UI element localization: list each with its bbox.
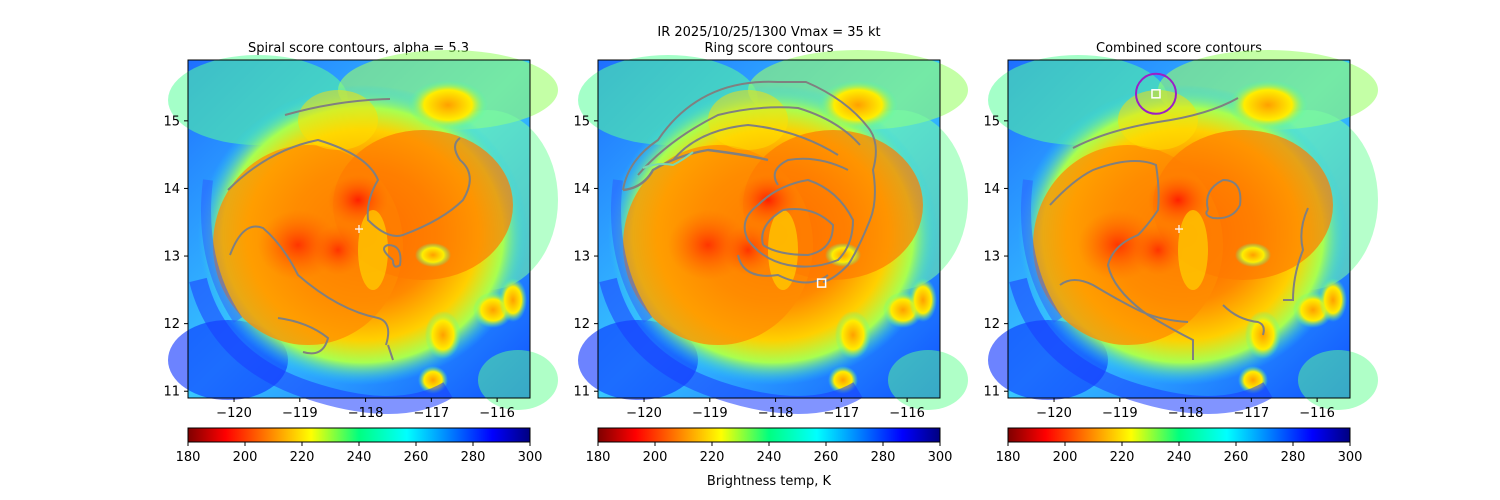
contour-line [1283, 207, 1309, 301]
y-tick-label: 11 [983, 385, 1000, 400]
colorbar-tick-label: 200 [233, 450, 258, 465]
panel-ring: Ring score contours −120 −119 −118 −117 −116… [573, 41, 968, 489]
contour-line [737, 254, 829, 284]
contour-line [1222, 304, 1265, 336]
colorbar-tick-label: 280 [871, 450, 896, 465]
contour-line [1072, 97, 1239, 149]
x-tick-label: −119 [1102, 406, 1138, 421]
max-score-square-marker [816, 278, 827, 288]
y-tick-label: 15 [163, 114, 180, 129]
x-tick-label: −120 [216, 406, 252, 421]
y-tick-label: 14 [163, 182, 180, 197]
y-tick-label: 12 [573, 317, 590, 332]
colorbar-label: Brightness temp, K [707, 474, 832, 489]
x-tick-label: −118 [348, 406, 384, 421]
colorbar [1007, 427, 1351, 443]
colorbar [187, 427, 531, 443]
colorbar-tick-label: 300 [928, 450, 953, 465]
y-tick-label: 14 [573, 182, 590, 197]
colorbar-tick-label: 300 [1338, 450, 1363, 465]
contour-line [284, 98, 391, 116]
colorbar-tick-label: 240 [347, 450, 372, 465]
colorbar-tick-label: 180 [996, 450, 1021, 465]
colorbar-tick-label: 280 [1281, 450, 1306, 465]
contour-line [773, 157, 849, 186]
contour-line [1205, 178, 1242, 220]
contour-line [383, 243, 402, 268]
x-tick-label: −116 [479, 406, 515, 421]
colorbar-tick-label: 260 [404, 450, 429, 465]
y-tick-label: 12 [983, 317, 1000, 332]
x-tick-label: −119 [692, 406, 728, 421]
x-tick-label: −116 [1299, 406, 1335, 421]
contour-line [637, 106, 861, 176]
colorbar-tick-label: 180 [586, 450, 611, 465]
colorbar-tick-label: 220 [290, 450, 315, 465]
colorbar-tick-label: 260 [814, 450, 839, 465]
center-plus-marker [355, 225, 363, 233]
axes-frame [597, 59, 941, 399]
colorbar [597, 427, 941, 443]
axes-frame [1007, 59, 1351, 399]
y-tick-label: 11 [573, 385, 590, 400]
x-tick-label: −117 [413, 406, 449, 421]
contour-line [672, 123, 839, 161]
axes-frame [187, 59, 531, 399]
contour-lines [622, 80, 877, 284]
panel-combined: Combined score contours −120 −119 −118 −117… [983, 41, 1378, 465]
panel-title: Combined score contours [1096, 41, 1262, 56]
contour-line [277, 317, 330, 355]
contour-line [622, 80, 877, 283]
x-tick-label: −117 [823, 406, 859, 421]
contour-line [761, 208, 835, 257]
contour-line [622, 148, 769, 192]
contour-line [387, 344, 394, 361]
panel-title: Ring score contours [704, 41, 833, 56]
y-tick-label: 15 [573, 114, 590, 129]
y-tick-label: 12 [163, 317, 180, 332]
x-tick-label: −120 [1036, 406, 1072, 421]
colorbar-tick-label: 240 [1167, 450, 1192, 465]
contour-line [1059, 279, 1189, 323]
y-tick-label: 13 [573, 250, 590, 265]
colorbar-tick-label: 180 [176, 450, 201, 465]
y-tick-label: 14 [983, 182, 1000, 197]
figure-suptitle: IR 2025/10/25/1300 Vmax = 35 kt [657, 25, 880, 40]
contour-line [229, 225, 390, 346]
satellite-image [168, 50, 558, 410]
x-tick-label: −116 [889, 406, 925, 421]
satellite-image [578, 50, 968, 410]
x-tick-label: −118 [1168, 406, 1204, 421]
contour-line [227, 137, 471, 237]
y-tick-label: 15 [983, 114, 1000, 129]
satellite-image [988, 50, 1378, 410]
y-tick-label: 11 [163, 385, 180, 400]
contour-lines [1049, 97, 1309, 360]
x-tick-label: −120 [626, 406, 662, 421]
colorbar-tick-label: 300 [518, 450, 543, 465]
contour-lines [227, 98, 471, 361]
center-plus-marker [1175, 225, 1183, 233]
y-tick-label: 13 [983, 250, 1000, 265]
colorbar-tick-label: 220 [700, 450, 725, 465]
contour-line [743, 178, 855, 268]
x-tick-label: −119 [282, 406, 318, 421]
y-tick-label: 13 [163, 250, 180, 265]
colorbar-tick-label: 260 [1224, 450, 1249, 465]
x-tick-label: −118 [758, 406, 794, 421]
max-score-circle [1134, 72, 1177, 115]
x-tick-label: −117 [1233, 406, 1269, 421]
panel-spiral: Spiral score contours, alpha = 5.3 −120−… [163, 41, 558, 465]
colorbar-tick-label: 200 [643, 450, 668, 465]
colorbar-tick-label: 220 [1110, 450, 1135, 465]
colorbar-tick-label: 200 [1053, 450, 1078, 465]
colorbar-tick-label: 240 [757, 450, 782, 465]
contour-line [642, 151, 694, 169]
max-score-square-marker [1151, 89, 1161, 99]
colorbar-tick-label: 280 [461, 450, 486, 465]
